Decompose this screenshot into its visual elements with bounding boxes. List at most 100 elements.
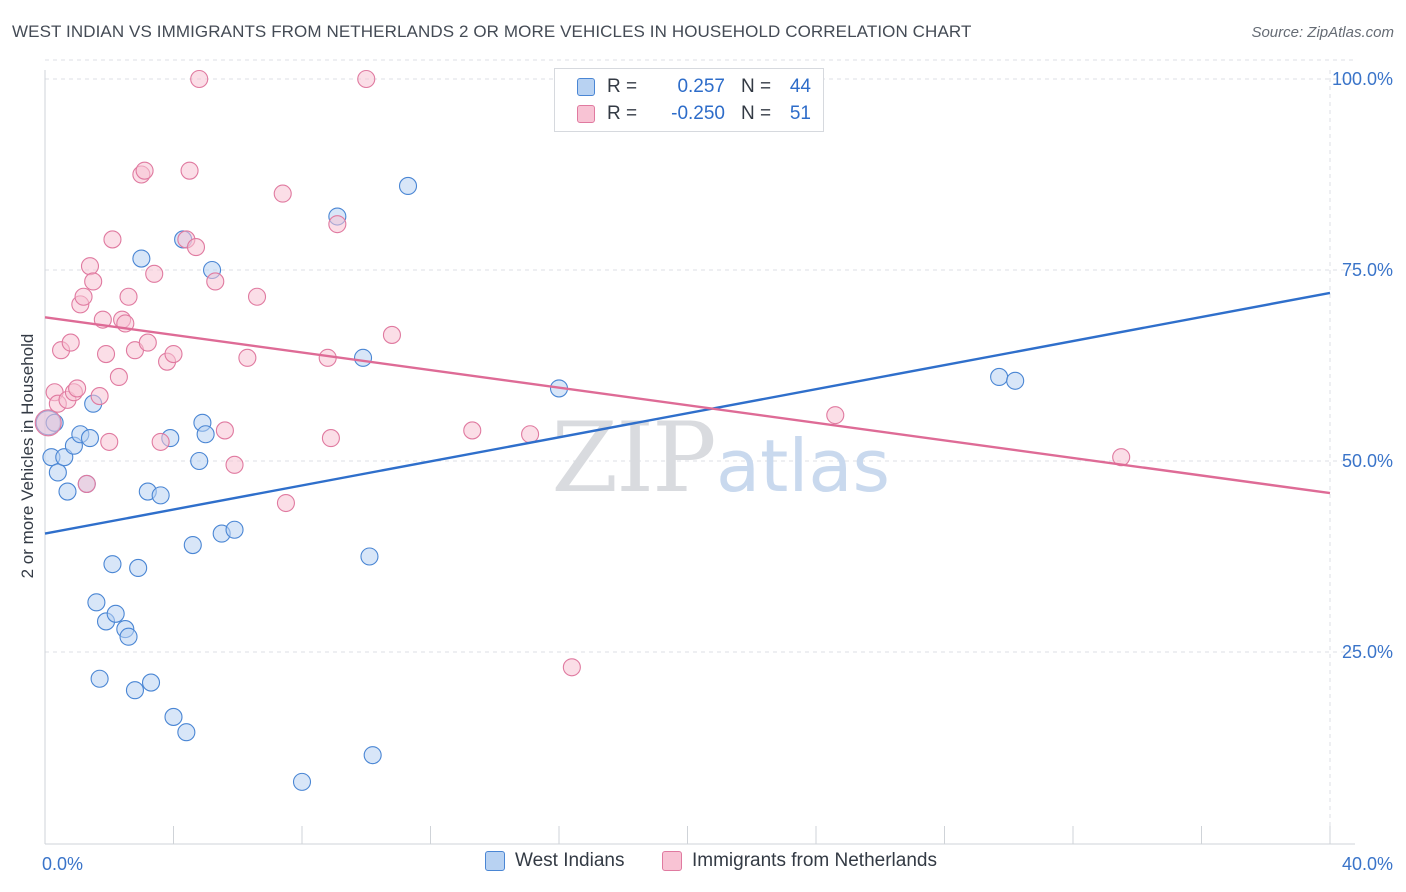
legend-swatch-blue — [485, 851, 505, 871]
point-netherlands — [321, 429, 340, 448]
legend-n-label: N = — [741, 76, 772, 97]
series-legend: West Indians Immigrants from Netherlands — [0, 850, 1406, 878]
point-netherlands — [74, 287, 93, 306]
tick-labels: 25.0% 50.0% 75.0% 100.0% 0.0% 40.0% — [42, 69, 1393, 874]
point-west-indians — [80, 429, 100, 448]
point-west-indians — [106, 604, 125, 623]
point-netherlands — [100, 432, 119, 451]
point-west-indians — [90, 669, 109, 688]
point-netherlands — [84, 272, 103, 291]
legend-item-netherlands[interactable]: Immigrants from Netherlands — [662, 850, 937, 872]
legend-swatch-pink — [662, 851, 682, 871]
point-netherlands — [190, 69, 209, 89]
y-tick-label: 100.0% — [1332, 69, 1393, 89]
x-tick-label: 0.0% — [42, 854, 83, 874]
point-west-indians — [119, 627, 138, 646]
point-netherlands — [109, 367, 128, 387]
point-netherlands — [34, 409, 62, 437]
grid-lines — [45, 59, 1355, 844]
y-tick-label: 50.0% — [1342, 451, 1393, 471]
point-west-indians — [1006, 371, 1025, 390]
y-tick-label: 75.0% — [1342, 260, 1393, 280]
legend-r-value: -0.250 — [671, 103, 725, 124]
point-netherlands — [180, 161, 199, 180]
point-netherlands — [96, 344, 116, 364]
point-west-indians — [292, 772, 312, 791]
point-west-indians — [225, 520, 244, 539]
point-netherlands — [521, 425, 540, 444]
point-west-indians — [129, 558, 148, 578]
point-netherlands — [463, 421, 482, 440]
point-west-indians — [141, 673, 161, 692]
point-netherlands — [328, 215, 347, 234]
point-west-indians — [151, 486, 170, 505]
legend-n-value: 44 — [789, 76, 811, 97]
point-west-indians — [360, 547, 379, 566]
point-netherlands — [90, 387, 109, 406]
legend-label-west-indians: West Indians — [515, 850, 625, 871]
y-tick-label: 25.0% — [1342, 642, 1393, 662]
legend-n-label: N = — [741, 103, 772, 124]
trend-lines — [44, 291, 1331, 535]
chart-title: WEST INDIAN VS IMMIGRANTS FROM NETHERLAN… — [12, 22, 972, 41]
point-west-indians — [125, 681, 144, 700]
legend-r-value: 0.257 — [677, 76, 725, 97]
point-netherlands — [138, 333, 157, 352]
point-netherlands — [826, 406, 845, 425]
x-tick-label: 40.0% — [1342, 854, 1393, 874]
point-west-indians — [183, 535, 202, 555]
point-west-indians — [353, 348, 373, 367]
point-netherlands — [103, 230, 122, 249]
point-netherlands — [276, 493, 295, 513]
point-west-indians — [48, 463, 67, 482]
point-west-indians — [132, 249, 151, 268]
point-west-indians — [196, 425, 215, 444]
point-netherlands — [238, 348, 257, 367]
correlation-legend: R = 0.257 N = 44 R = -0.250 N = 51 — [554, 68, 824, 132]
point-west-indians — [363, 746, 382, 765]
point-netherlands — [225, 455, 244, 474]
point-netherlands — [151, 432, 170, 451]
point-west-indians — [103, 555, 122, 574]
legend-row-netherlands: R = -0.250 N = 51 — [577, 102, 811, 126]
legend-swatch-pink — [577, 105, 595, 123]
point-netherlands — [273, 184, 292, 203]
point-west-indians — [190, 451, 209, 471]
point-west-indians — [164, 707, 183, 726]
legend-label-netherlands: Immigrants from Netherlands — [692, 850, 937, 871]
point-netherlands — [135, 161, 154, 180]
legend-r-label: R = — [607, 76, 638, 97]
point-west-indians — [177, 723, 196, 742]
y-axis-label: 2 or more Vehicles in Household — [18, 334, 37, 579]
point-netherlands — [206, 272, 225, 291]
point-netherlands — [68, 379, 87, 398]
point-netherlands — [164, 344, 183, 364]
data-points — [34, 69, 1131, 791]
point-netherlands — [382, 325, 402, 344]
point-west-indians — [87, 593, 106, 612]
point-west-indians — [58, 482, 77, 501]
point-netherlands — [145, 264, 164, 283]
point-netherlands — [80, 257, 100, 276]
point-netherlands — [77, 474, 96, 493]
point-netherlands — [357, 69, 376, 89]
point-netherlands — [119, 287, 138, 306]
legend-item-west-indians[interactable]: West Indians — [485, 850, 624, 872]
trendline-netherlands — [44, 316, 1331, 495]
trendline-west-indians — [44, 291, 1331, 535]
point-netherlands — [247, 287, 267, 306]
point-west-indians — [990, 367, 1009, 387]
source-label: Source: ZipAtlas.com — [1251, 24, 1394, 41]
point-west-indians — [398, 176, 418, 196]
point-netherlands — [215, 421, 234, 440]
legend-n-value: 51 — [789, 103, 811, 124]
point-netherlands — [562, 658, 581, 677]
point-netherlands — [186, 238, 206, 257]
watermark-zip: ZIP — [551, 402, 714, 514]
legend-swatch-blue — [577, 78, 595, 96]
watermark-atlas: atlas — [716, 424, 890, 508]
point-netherlands — [61, 333, 80, 352]
legend-row-west-indians: R = 0.257 N = 44 — [577, 75, 811, 99]
legend-r-label: R = — [607, 103, 638, 124]
